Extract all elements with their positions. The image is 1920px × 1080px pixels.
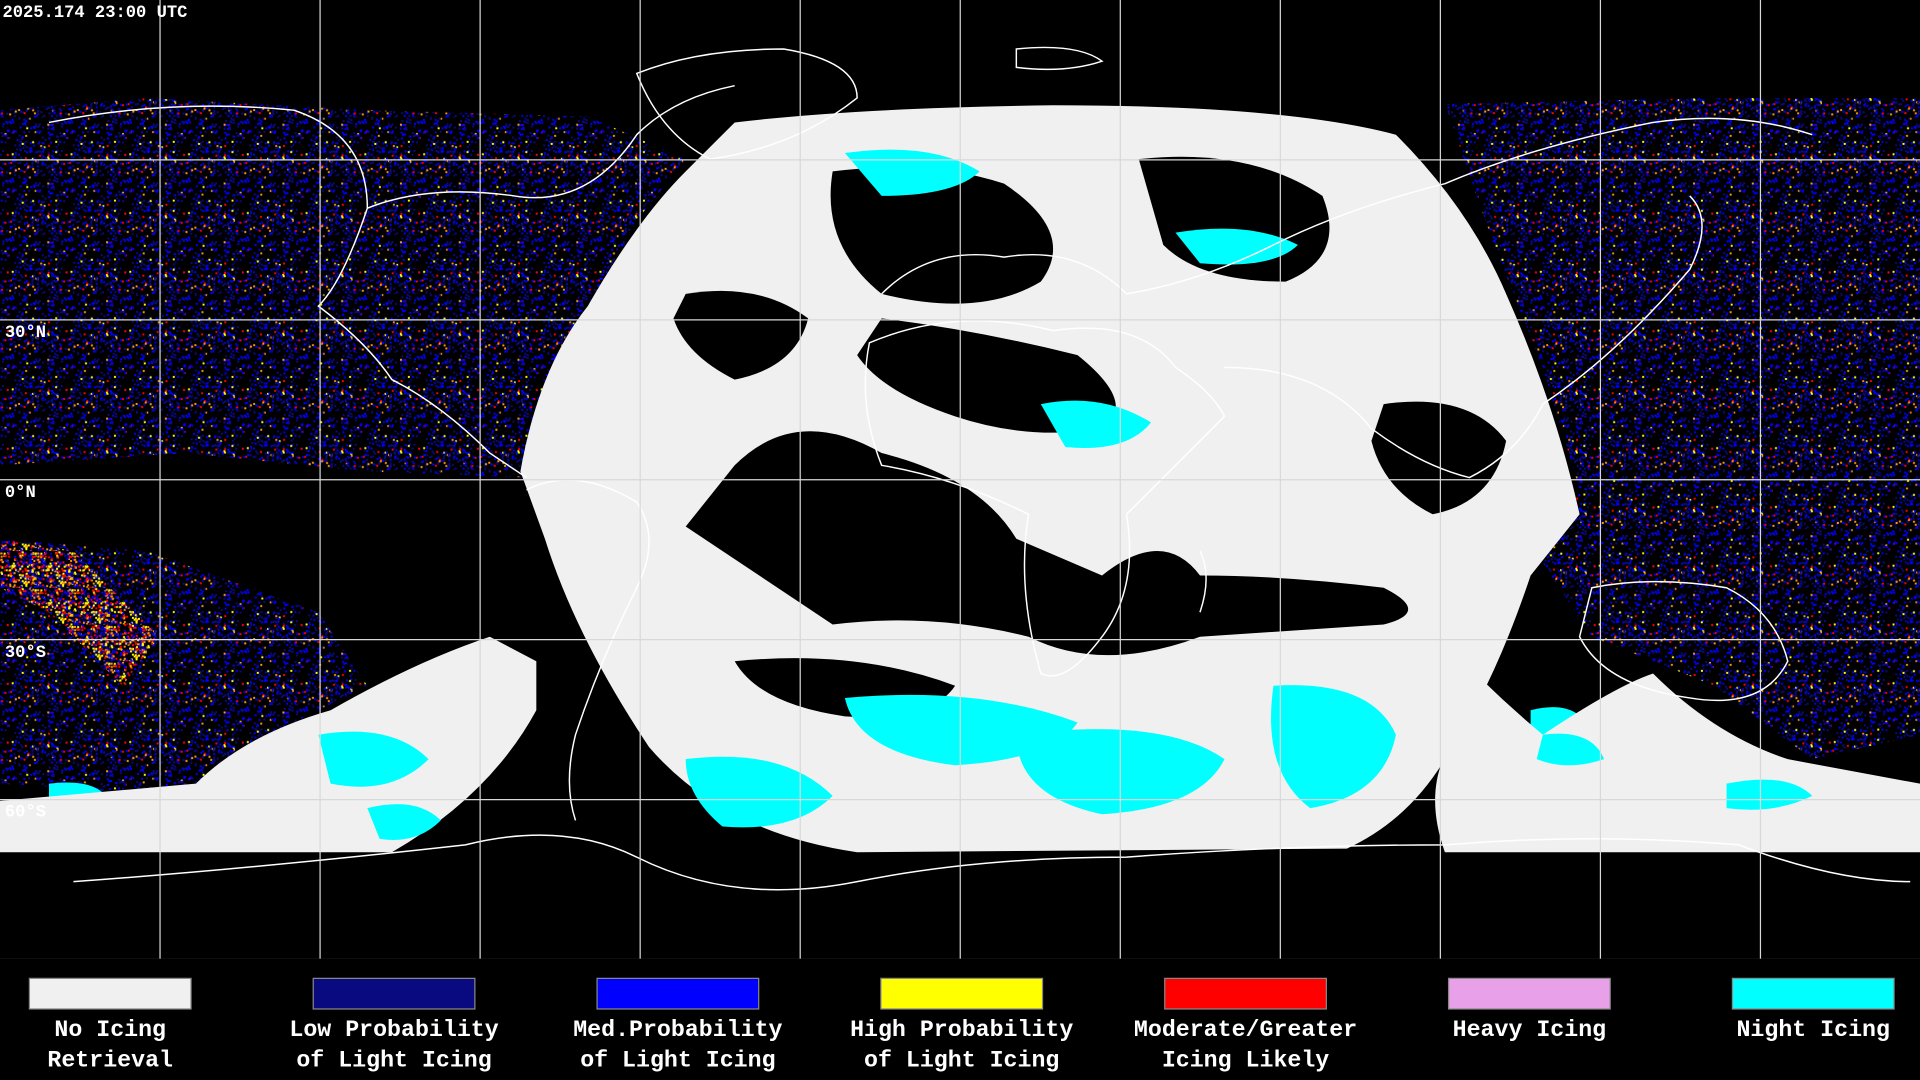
icing-noise-high: [0, 538, 160, 686]
legend-label: Heavy Icing: [1453, 1017, 1606, 1043]
icing-noise-east: [1444, 97, 1920, 760]
legend-swatch: [312, 977, 476, 1010]
legend-label: High Probability: [850, 1017, 1073, 1043]
legend-label: Icing Likely: [1162, 1048, 1329, 1074]
legend-label: of Light Icing: [864, 1048, 1059, 1074]
legend-swatch: [1447, 977, 1611, 1010]
night-icing-southeast: [1536, 733, 1813, 810]
coastlines: [48, 46, 1911, 891]
icing-noise-west: [0, 97, 686, 478]
legend-swatch: [28, 977, 192, 1010]
legend-label: Night Icing: [1736, 1017, 1889, 1043]
legend-swatch: [1164, 977, 1327, 1010]
latitude-labels: 30°N 0°N 30°S 60°S: [5, 324, 46, 823]
latitude-label: 30°S: [5, 644, 46, 663]
clear-sky: [673, 156, 1507, 718]
legend-swatch: [880, 977, 1044, 1010]
legend-label: of Light Icing: [296, 1048, 491, 1074]
legend: No Icing Retrieval Low Probability of Light…: [28, 977, 1895, 1074]
legend-swatch: [596, 977, 760, 1010]
latitude-label: 60°S: [5, 804, 46, 823]
legend-label: No Icing: [54, 1017, 166, 1043]
latitude-label: 30°N: [5, 324, 46, 343]
legend-swatch: [1731, 977, 1895, 1010]
legend-label: Retrieval: [47, 1048, 173, 1074]
legend-label: Low Probability: [289, 1017, 498, 1043]
legend-label: of Light Icing: [580, 1048, 775, 1074]
night-icing-southwest: [318, 731, 441, 840]
latitude-label: 0°N: [5, 484, 36, 503]
timestamp: 2025.174 23:00 UTC: [2, 4, 187, 23]
legend-label: Med.Probability: [573, 1017, 782, 1043]
no-icing-southwest: [0, 636, 537, 853]
legend-label: Moderate/Greater: [1134, 1017, 1357, 1043]
